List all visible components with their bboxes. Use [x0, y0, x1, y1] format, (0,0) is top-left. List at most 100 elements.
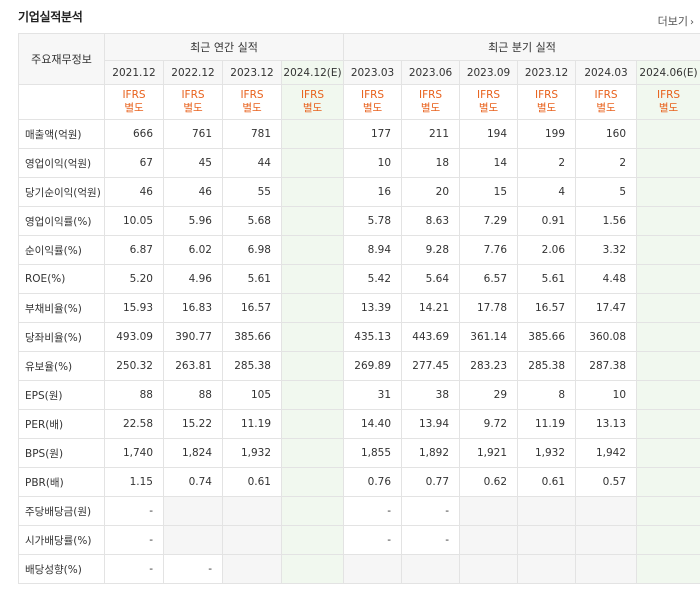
cell-annual-2: 5.61	[222, 264, 282, 294]
cell-quarter-5	[636, 235, 700, 265]
cell-quarter-3	[517, 496, 577, 526]
cell-quarter-3: 285.38	[517, 351, 577, 381]
cell-annual-3	[280, 322, 345, 352]
cell-annual-3	[280, 119, 345, 149]
cell-annual-2	[222, 554, 282, 584]
cell-quarter-0: 14.40	[343, 409, 403, 439]
cell-quarter-4	[575, 496, 638, 526]
cell-annual-2: 44	[222, 148, 282, 178]
cell-quarter-5	[636, 322, 700, 352]
ifrs-label-annual-1: IFRS 별도	[163, 84, 223, 120]
cell-quarter-1: 18	[401, 148, 461, 178]
cell-quarter-0: 1,855	[343, 438, 403, 468]
cell-quarter-4: 13.13	[575, 409, 638, 439]
period-header-annual-2: 2023.12	[222, 60, 282, 85]
metric-column-header: 주요재무정보	[18, 33, 105, 85]
metric-label: 영업이익률(%)	[18, 206, 105, 236]
metric-label: 순이익률(%)	[18, 235, 105, 265]
cell-annual-0: -	[104, 496, 164, 526]
metric-label: 유보율(%)	[18, 351, 105, 381]
cell-quarter-1: 20	[401, 177, 461, 207]
cell-annual-2	[222, 496, 282, 526]
cell-quarter-1: -	[401, 496, 461, 526]
cell-quarter-0: 0.76	[343, 467, 403, 497]
ifrs-basis: 별도	[302, 102, 323, 114]
cell-quarter-3: 0.91	[517, 206, 577, 236]
cell-quarter-0: 10	[343, 148, 403, 178]
cell-annual-1: 5.96	[163, 206, 223, 236]
metric-label: 시가배당률(%)	[18, 525, 105, 555]
metric-label: BPS(원)	[18, 438, 105, 468]
cell-quarter-4	[575, 525, 638, 555]
cell-annual-1: 0.74	[163, 467, 223, 497]
cell-quarter-0: 177	[343, 119, 403, 149]
ifrs-label-quarter-5: IFRS 별도	[636, 84, 700, 120]
cell-annual-1: 46	[163, 177, 223, 207]
cell-quarter-5	[636, 554, 700, 584]
ifrs-basis: 별도	[658, 102, 679, 114]
cell-annual-2: 0.61	[222, 467, 282, 497]
table-row: 순이익률(%) 6.87 6.02 6.98 8.94 9.28 7.76 2.06 3.32	[18, 235, 700, 265]
more-label: 더보기	[657, 15, 688, 28]
table-row: 배당성향(%) - -	[18, 554, 700, 584]
cell-annual-0: 67	[104, 148, 164, 178]
cell-quarter-1: -	[401, 525, 461, 555]
cell-annual-2: 385.66	[222, 322, 282, 352]
ifrs-row-spacer	[18, 84, 105, 120]
cell-annual-2: 105	[222, 380, 282, 410]
cell-quarter-5	[636, 496, 700, 526]
cell-quarter-3: 2	[517, 148, 577, 178]
ifrs-label-quarter-4: IFRS 별도	[575, 84, 638, 120]
cell-quarter-3: 11.19	[517, 409, 577, 439]
cell-quarter-3: 5.61	[517, 264, 577, 294]
cell-quarter-1: 14.21	[401, 293, 461, 323]
cell-quarter-0: 5.78	[343, 206, 403, 236]
ifrs-basis: 별도	[124, 102, 144, 114]
ifrs-standard: IFRS	[534, 89, 559, 101]
ifrs-label-quarter-2: IFRS 별도	[459, 84, 519, 120]
cell-quarter-2: 6.57	[459, 264, 519, 294]
cell-quarter-0: -	[343, 525, 403, 555]
ifrs-standard: IFRS	[181, 89, 205, 101]
cell-quarter-3: 199	[517, 119, 577, 149]
table-row: 유보율(%) 250.32 263.81 285.38 269.89 277.45 283.…	[18, 351, 700, 381]
cell-quarter-3	[517, 554, 577, 584]
cell-quarter-4: 3.32	[575, 235, 638, 265]
cell-quarter-5	[636, 148, 700, 178]
period-header-annual-1: 2022.12	[163, 60, 223, 85]
cell-quarter-4: 17.47	[575, 293, 638, 323]
cell-quarter-3: 385.66	[517, 322, 577, 352]
cell-quarter-3: 16.57	[517, 293, 577, 323]
cell-quarter-2: 29	[459, 380, 519, 410]
ifrs-basis: 별도	[362, 102, 383, 114]
cell-annual-3	[280, 351, 345, 381]
cell-annual-0: 1,740	[104, 438, 164, 468]
cell-annual-0: 22.58	[104, 409, 164, 439]
cell-annual-1: 15.22	[163, 409, 223, 439]
cell-quarter-1: 0.77	[401, 467, 461, 497]
cell-annual-2: 5.68	[222, 206, 282, 236]
ifrs-standard: IFRS	[656, 89, 681, 101]
ifrs-standard: IFRS	[360, 89, 385, 101]
cell-quarter-1: 5.64	[401, 264, 461, 294]
metric-label: PER(배)	[18, 409, 105, 439]
period-header-quarter-5: 2024.06(E)	[636, 60, 700, 85]
cell-annual-1: 16.83	[163, 293, 223, 323]
cell-annual-1	[163, 496, 223, 526]
cell-annual-3	[280, 206, 345, 236]
cell-quarter-5	[636, 380, 700, 410]
cell-quarter-0: 8.94	[343, 235, 403, 265]
cell-annual-1	[163, 525, 223, 555]
ifrs-standard: IFRS	[418, 89, 443, 101]
cell-quarter-4: 287.38	[575, 351, 638, 381]
cell-annual-3	[280, 264, 345, 294]
cell-quarter-3	[517, 525, 577, 555]
cell-quarter-0: 13.39	[343, 293, 403, 323]
more-link[interactable]: 더보기 ›	[658, 13, 694, 29]
table-row: 영업이익(억원) 67 45 44 10 18 14 2 2	[18, 148, 700, 178]
cell-quarter-4: 160	[575, 119, 638, 149]
cell-annual-3	[280, 380, 345, 410]
cell-quarter-3: 4	[517, 177, 577, 207]
cell-quarter-5	[636, 206, 700, 236]
cell-annual-0: 46	[104, 177, 164, 207]
